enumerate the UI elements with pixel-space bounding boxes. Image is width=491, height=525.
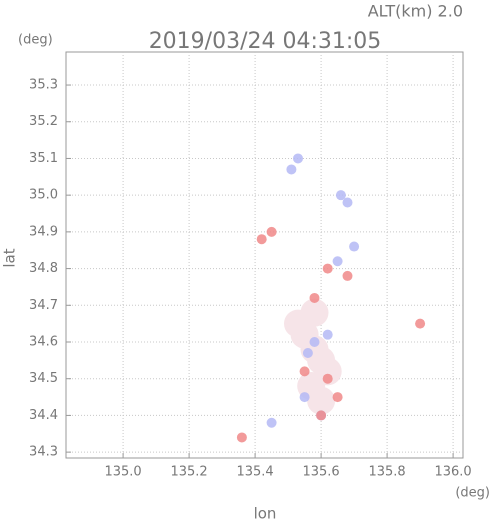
- data-point: [415, 318, 426, 329]
- data-point: [332, 392, 343, 403]
- data-point: [322, 329, 333, 340]
- y-tick-label: 34.3: [29, 445, 58, 460]
- data-point: [316, 410, 327, 421]
- data-point: [342, 197, 353, 208]
- y-tick-label: 35.3: [29, 78, 58, 93]
- y-tick-label: 35.1: [29, 151, 58, 166]
- y-tick-label: 35.2: [29, 114, 58, 129]
- x-tick-label: 135.6: [302, 465, 339, 480]
- y-unit: (deg): [18, 33, 53, 48]
- data-point: [322, 373, 333, 384]
- data-point: [302, 348, 313, 359]
- y-tick-label: 34.6: [29, 335, 58, 350]
- x-tick-label: 135.0: [104, 465, 141, 480]
- data-point: [309, 337, 320, 347]
- data-point: [322, 263, 333, 274]
- y-axis-label: lat: [1, 248, 19, 267]
- data-point: [335, 190, 346, 201]
- x-tick-label: 136.0: [434, 465, 471, 480]
- data-point: [342, 270, 353, 281]
- y-tick-label: 35.0: [29, 188, 58, 203]
- data-point: [292, 153, 303, 164]
- data-point: [299, 366, 310, 377]
- data-point: [236, 432, 247, 443]
- x-unit: (deg): [455, 486, 490, 501]
- plot-frame: [65, 51, 464, 459]
- chart-title: 2019/03/24 04:31:05: [149, 29, 382, 54]
- y-tick-label: 34.4: [29, 408, 58, 423]
- x-tick-label: 135.8: [368, 465, 405, 480]
- y-tick-label: 34.9: [29, 224, 58, 239]
- x-tick-label: 135.2: [170, 465, 207, 480]
- data-point: [299, 392, 310, 403]
- data-point: [332, 256, 343, 267]
- x-tick-label: 135.4: [236, 465, 273, 480]
- subtitle: ALT(km) 2.0: [368, 2, 463, 21]
- data-point: [256, 234, 267, 245]
- data-point: [266, 417, 277, 428]
- data-point: [349, 241, 360, 252]
- data-point: [266, 226, 277, 237]
- data-point: [307, 386, 336, 415]
- data-point: [300, 298, 329, 327]
- data-point: [286, 164, 297, 175]
- x-axis-label: lon: [254, 505, 277, 522]
- data-point: [309, 292, 320, 303]
- y-tick-label: 34.7: [29, 298, 58, 313]
- y-tick-label: 34.5: [29, 371, 58, 386]
- y-tick-label: 34.8: [29, 261, 58, 276]
